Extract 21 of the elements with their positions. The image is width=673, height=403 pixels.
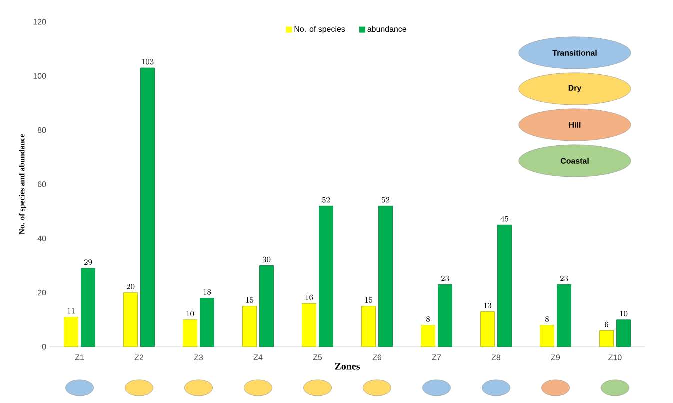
bar	[378, 206, 393, 348]
bar	[421, 325, 436, 348]
bar	[302, 303, 316, 348]
bar	[600, 330, 614, 348]
bar	[438, 284, 452, 348]
bar	[64, 317, 78, 348]
bar	[124, 292, 138, 348]
bar	[362, 306, 376, 348]
bar	[260, 266, 274, 348]
bar	[81, 268, 96, 348]
bar	[319, 206, 334, 348]
bar	[200, 298, 214, 348]
bar	[140, 68, 155, 348]
bar	[183, 320, 198, 348]
bar	[498, 224, 512, 348]
bar	[557, 284, 572, 348]
bar	[242, 306, 257, 348]
bar	[616, 320, 631, 348]
bar	[480, 312, 495, 348]
bar	[540, 325, 554, 348]
x-axis-title: Zones	[335, 363, 360, 370]
